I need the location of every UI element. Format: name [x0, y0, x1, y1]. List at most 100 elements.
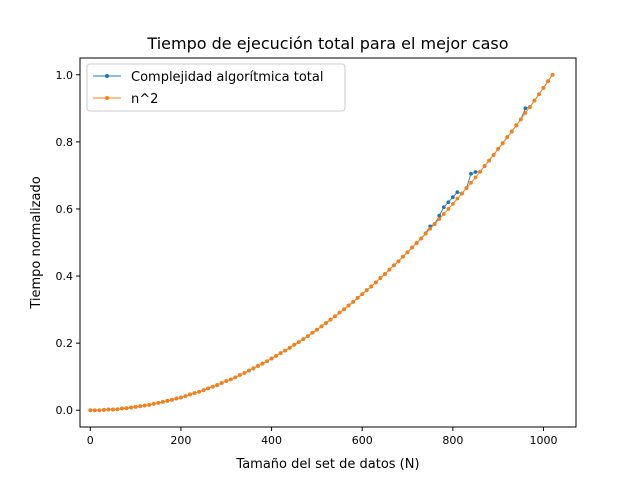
- series-2-point-70: [405, 250, 410, 255]
- series-2-point-67: [392, 263, 396, 268]
- x-tick-label-4: 800: [442, 434, 463, 447]
- series-2-point-88: [487, 158, 492, 163]
- legend-label-series-2: n^2: [131, 92, 158, 107]
- series-2-point-44: [287, 345, 292, 350]
- series-1-point-96: [523, 106, 528, 111]
- series-2-point-9: [129, 405, 133, 410]
- plot-area: [88, 72, 555, 413]
- series-2-point-81: [455, 196, 460, 201]
- series-2-point-80: [450, 202, 455, 206]
- series-2-point-69: [401, 254, 405, 259]
- series-2-point-85: [473, 175, 478, 180]
- series-2-point-38: [260, 361, 265, 366]
- x-tick-label-1: 200: [170, 434, 191, 447]
- series-2-point-95: [518, 117, 523, 122]
- series-2-point-27: [210, 384, 215, 389]
- y-axis-label: Tiempo normalizado: [29, 176, 44, 309]
- series-2-point-33: [237, 373, 242, 377]
- series-2-point-59: [355, 295, 360, 300]
- series-2-point-51: [319, 324, 324, 329]
- series-2-point-74: [423, 231, 428, 236]
- series-2-point-56: [342, 307, 346, 312]
- series-2-point-65: [382, 272, 387, 276]
- series-2-point-77: [437, 217, 442, 221]
- series-2-point-93: [509, 129, 514, 134]
- series-1-point-81: [455, 190, 460, 195]
- series-2-point-87: [482, 164, 487, 168]
- series-2-point-5: [111, 407, 115, 412]
- x-tick-label-5: 1000: [530, 434, 558, 447]
- legend-marker-series-2: [105, 96, 109, 100]
- x-tick-label-2: 400: [261, 434, 282, 447]
- series-2-point-66: [387, 267, 392, 272]
- x-tick-label-0: 0: [87, 434, 94, 447]
- series-2-point-45: [292, 342, 297, 347]
- series-2-point-68: [396, 259, 401, 264]
- series-2-point-60: [360, 292, 365, 297]
- series-2-point-94: [514, 123, 519, 128]
- series-2-point-29: [219, 381, 224, 385]
- series-2-point-37: [256, 364, 260, 368]
- series-1-point-85: [473, 170, 478, 174]
- series-2-point-73: [419, 236, 424, 241]
- series-2-point-64: [378, 276, 383, 280]
- series-2-point-89: [491, 153, 496, 157]
- series-1-point-78: [441, 205, 446, 210]
- series-2-point-3: [101, 407, 106, 412]
- series-2-point-96: [523, 111, 528, 115]
- series-2-point-61: [364, 288, 369, 293]
- legend-label-series-1: Complejidad algorítmica total: [131, 70, 323, 85]
- series-2-point-101: [546, 79, 550, 84]
- series-2-point-62: [369, 284, 374, 289]
- y-axis-ticks: 0.0 0.2 0.4 0.6 0.8 1.0: [56, 69, 80, 417]
- series-2-point-22: [188, 392, 192, 397]
- series-1-point-77: [437, 213, 442, 218]
- series-2-point-99: [537, 92, 541, 97]
- series-2-point-36: [251, 366, 256, 371]
- series-2-point-34: [242, 371, 247, 375]
- series-2-point-18: [169, 397, 174, 402]
- series-2-point-54: [333, 314, 337, 319]
- series-2-point-12: [142, 403, 147, 408]
- series-2-point-46: [296, 340, 301, 345]
- x-axis-label: Tamaño del set de datos (N): [235, 457, 419, 472]
- series-2-point-76: [432, 222, 437, 226]
- series-2-point-2: [97, 408, 102, 413]
- y-tick-label-3: 0.6: [56, 203, 74, 216]
- series-2-point-0: [88, 408, 93, 413]
- series-2-point-86: [478, 169, 482, 174]
- series-2-point-50: [315, 327, 319, 332]
- series-2-point-40: [269, 356, 274, 361]
- series-2-point-47: [301, 337, 306, 342]
- series-2-point-48: [305, 334, 310, 338]
- series-2-point-83: [464, 186, 469, 191]
- series-2-point-32: [233, 375, 238, 380]
- series-2-point-97: [528, 105, 532, 109]
- series-2-point-10: [133, 404, 138, 409]
- series-2-point-14: [151, 401, 156, 406]
- series-2-point-15: [156, 400, 161, 405]
- series-2-point-23: [192, 391, 197, 396]
- series-2-point-72: [414, 241, 419, 246]
- x-tick-label-3: 600: [352, 434, 373, 447]
- series-2-point-16: [160, 399, 165, 404]
- series-2-point-30: [224, 379, 229, 383]
- series-2-point-4: [106, 407, 111, 412]
- series-2-point-92: [505, 135, 510, 140]
- series-2-point-1: [92, 408, 97, 413]
- series-2-point-57: [346, 303, 351, 308]
- series-2-point-31: [228, 377, 233, 382]
- series-2-point-58: [351, 299, 356, 304]
- series-2-point-26: [206, 386, 211, 391]
- axes-frame: [79, 57, 577, 428]
- series-1-point-84: [469, 171, 473, 176]
- series-2-point-17: [165, 398, 170, 403]
- series-2-point-13: [147, 402, 152, 407]
- chart-title: Tiempo de ejecución total para el mejor …: [146, 34, 508, 53]
- series-2-point-25: [201, 388, 206, 392]
- legend-marker-series-1: [105, 74, 109, 78]
- legend-box: [86, 63, 346, 112]
- series-2-point-71: [410, 245, 414, 250]
- series-2-point-8: [124, 406, 129, 411]
